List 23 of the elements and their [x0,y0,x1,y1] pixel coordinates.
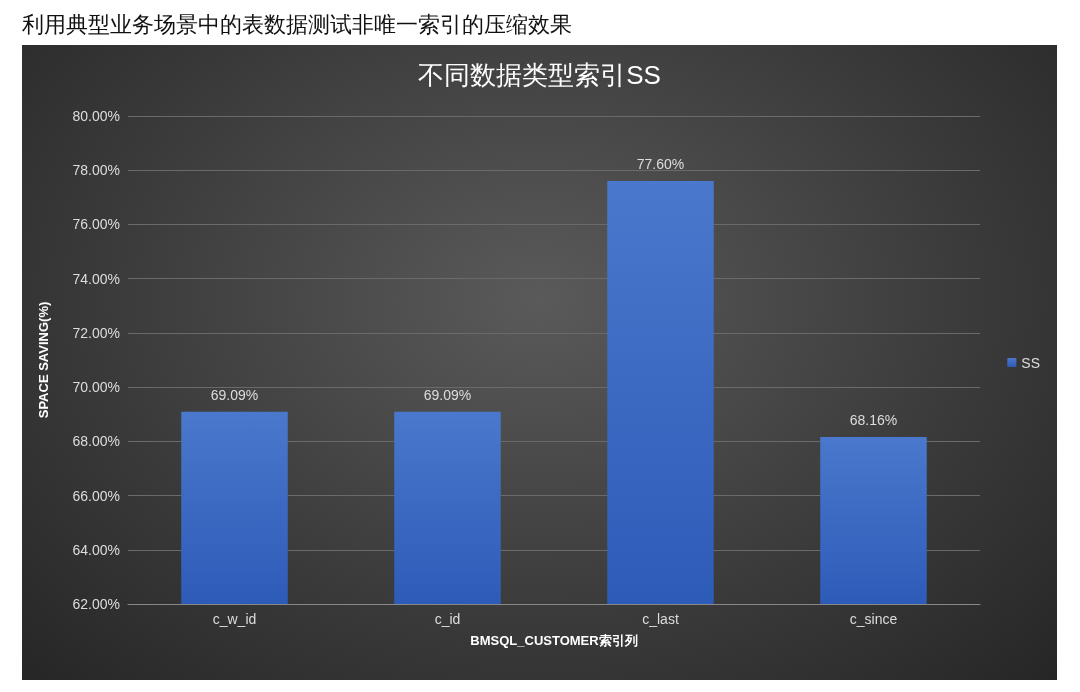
chart-subtitle: 不同数据类型索引SS [418,60,661,90]
data-label: 68.16% [849,412,898,428]
y-tick-label: 68.00% [72,433,120,450]
x-tick-label: c_since [849,611,898,627]
y-tick-label: 64.00% [72,541,120,558]
y-tick-label: 66.00% [72,487,120,504]
x-tick-label: c_last [642,611,679,627]
y-tick-label: 78.00% [72,162,120,179]
y-tick-label: 80.00% [72,108,120,124]
x-tick-label: c_w_id [212,611,257,627]
y-tick-label: 62.00% [72,596,120,612]
legend-label: SS [1021,354,1041,371]
y-tick-label: 70.00% [72,379,120,396]
chart-title: 利用典型业务场景中的表数据测试非唯一索引的压缩效果 [22,11,572,39]
data-label: 69.09% [210,386,259,403]
data-label: 77.60% [636,156,685,173]
data-label: 69.09% [423,386,472,403]
x-tick-label: c_id [434,611,461,627]
y-tick-label: 74.00% [72,270,120,287]
y-tick-label: 76.00% [72,216,120,233]
y-tick-label: 72.00% [72,324,120,341]
y-axis-title: SPACE SAVING(%) [36,301,51,419]
x-axis-title: BMSQL_CUSTOMER索引列 [470,633,638,648]
